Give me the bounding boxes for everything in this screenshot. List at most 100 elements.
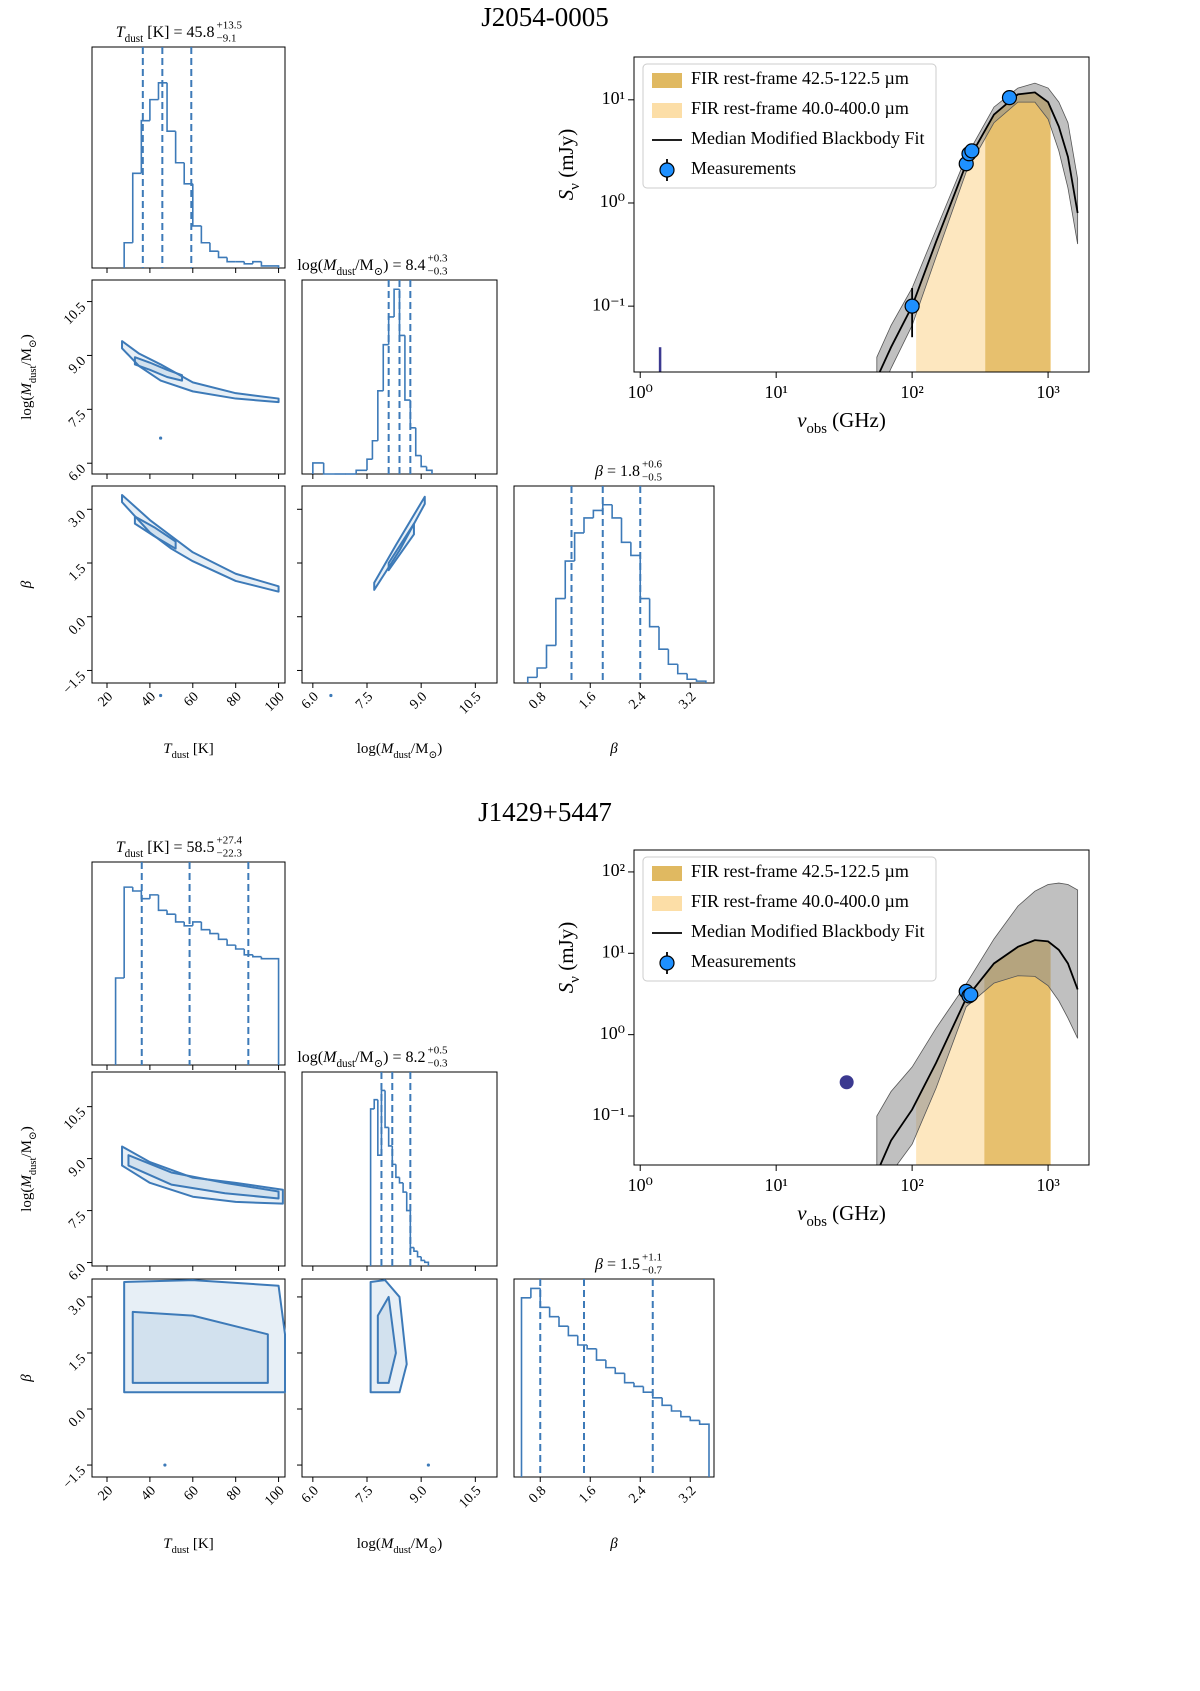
x-tick-label: 6.0 [299,1483,322,1506]
histogram-title: Tdust [K] = 45.8 [116,24,215,45]
outlier-point [426,1463,430,1467]
histogram-step [149,98,159,121]
error-plus: +1.1 [642,1252,662,1264]
y-axis-label: log(Mdust/M⊙) [19,334,38,420]
histogram-step [371,439,378,460]
histogram-step [548,1307,559,1318]
axes-frame [513,1278,715,1478]
histogram-step [623,1373,634,1384]
x-tick-label: 0.8 [526,1483,549,1506]
histogram-step [209,929,219,935]
histogram-step [243,949,253,956]
x-tick-label: 20 [96,1483,117,1504]
x-tick-label: 2.4 [626,689,649,712]
text-part: = [603,1256,620,1273]
histogram-step [416,1251,422,1258]
x-tick-label: 10² [900,382,923,402]
text-part: ⊙ [28,339,39,348]
text-part: ) = [383,1049,405,1066]
text-part: β [19,580,35,589]
y-tick-label: 7.5 [66,1209,89,1232]
text-part: log( [297,257,323,274]
y-tick-label: 9.0 [66,1157,89,1180]
histogram-step [369,1108,375,1266]
x-axis-label: log(Mdust/M⊙) [357,1536,443,1555]
text-part: ν [567,976,583,983]
measurement-point [963,987,979,1003]
histogram-step [695,679,707,683]
histogram-step [409,1210,414,1249]
text-part: /M [411,741,429,757]
x-tick-label: 40 [138,1483,159,1504]
x-axis-label: νobs (GHz) [797,408,886,438]
text-part: /M [19,1140,35,1158]
legend-swatch [652,896,682,911]
histogram-step [395,1164,400,1179]
axes-frame [513,485,715,684]
x-tick-label: 10¹ [764,382,787,402]
legend-marker [659,162,675,178]
histogram-step [555,597,566,646]
histogram-step [661,1397,672,1407]
text-part: dust [393,1545,411,1556]
histogram-step [234,945,245,950]
contour-level [376,1295,397,1384]
histogram-step [174,131,185,164]
axes-frame [633,56,1090,373]
text-part: M [322,257,338,274]
histogram-step [174,914,185,923]
histogram-step [123,886,133,978]
histogram-step [414,427,422,457]
text-part: ⊙ [374,266,383,278]
text-part: log( [19,396,35,420]
text-part: S [554,982,578,993]
measurement-point [964,143,980,159]
x-axis-label: β [609,1536,618,1552]
histogram-step [601,503,613,511]
histogram-step [140,119,150,174]
text-part: ⊙ [28,1131,39,1140]
histogram-step [384,1090,389,1129]
text-part: ) [19,1126,35,1131]
histogram-step [226,939,236,946]
histogram-step [260,261,270,267]
contour-level [121,493,280,593]
x-tick-label: 10³ [1036,382,1060,402]
text-part: dust [336,266,356,278]
error-plus: +13.5 [217,20,243,32]
text-part: ) [19,334,35,339]
text-part: /M [19,348,35,366]
legend-swatch [652,73,682,88]
y-tick-label: 10⁰ [600,191,625,211]
histogram-step [680,1411,691,1418]
legend-swatch [652,103,682,118]
histogram-step [366,458,373,471]
text-part: obs [807,1214,828,1230]
text-part: (GHz) [827,1201,886,1225]
histogram-step [226,257,236,263]
histogram-step [123,241,133,268]
histogram-step [573,532,584,562]
figure-title: J1429+5447 [478,797,612,827]
axes-frame [91,861,286,1066]
text-part: M [19,1174,35,1189]
measurement-point [1001,90,1018,106]
text-part: dust [28,365,39,383]
histogram-step [583,517,594,533]
text-part: = [603,463,620,480]
text-part: dust [172,750,190,761]
x-tick-label: 100 [262,1483,287,1508]
y-tick-label: 3.0 [66,1295,89,1318]
x-axis-label: νobs (GHz) [797,1201,886,1231]
y-tick-label: 10¹ [602,941,625,961]
text-part: 1.8 [620,463,640,480]
histogram-step [252,954,262,958]
text-part: [K] [189,1536,214,1552]
histogram-step [536,667,547,678]
text-part: ⊙ [428,750,437,761]
histogram-step [402,1182,407,1193]
x-tick-label: 10¹ [764,1175,787,1195]
histogram-step [131,887,142,892]
histogram-step [586,1345,597,1350]
